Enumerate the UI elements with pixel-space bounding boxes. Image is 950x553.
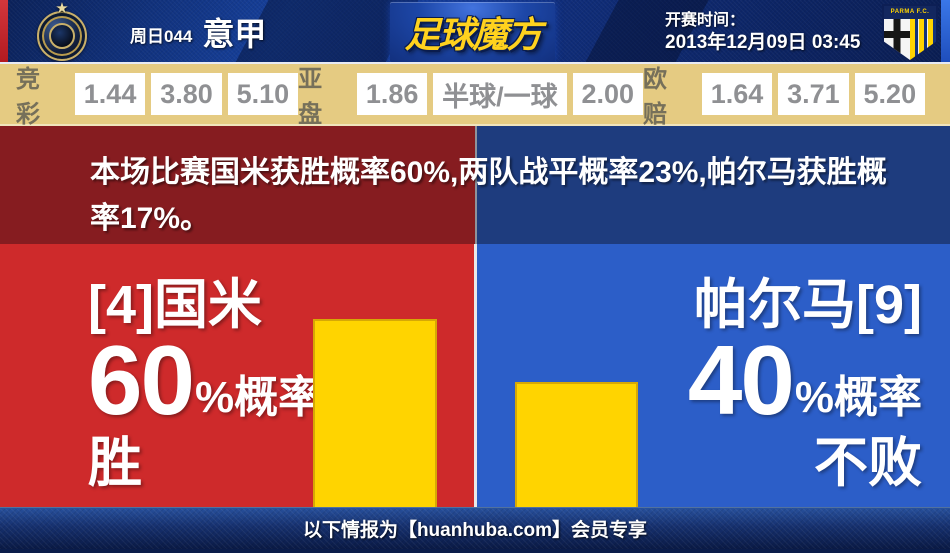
star-icon: ★: [55, 0, 69, 17]
parma-crest-body: PARMA F.C.: [884, 6, 936, 60]
away-percent-row: 40 %概率: [687, 325, 922, 435]
home-probability-block: [4]国米 60 %概率 胜: [88, 276, 322, 492]
match-identifier: 周日044 意甲: [130, 0, 267, 62]
footer-banner: 以下情报为【huanhuba.com】会员专享: [0, 507, 950, 549]
oupei-home-odds[interactable]: 1.64: [701, 73, 773, 115]
away-outcome-label: 不败: [814, 433, 922, 493]
away-team-name: 帕尔马[9]: [694, 275, 922, 335]
kickoff-label: 开赛时间：: [665, 12, 746, 29]
yapan-handicap[interactable]: 半球/一球: [433, 73, 567, 115]
away-probability-bar: [515, 382, 638, 507]
home-summary-background: [0, 126, 475, 244]
right-blue-edge: [941, 0, 950, 62]
home-probability-bar: [313, 319, 437, 507]
away-probability-block: 帕尔马[9] 40 %概率 不败: [688, 276, 922, 492]
parma-crest-text: PARMA F.C.: [884, 6, 936, 19]
panel-divider-top: [475, 126, 477, 244]
panel-divider-bottom: [474, 244, 477, 507]
inter-milan-crest-icon: ★: [33, 0, 91, 62]
jingcai-away-odds[interactable]: 5.10: [227, 73, 299, 115]
home-percent-row: 60 %概率: [88, 325, 323, 435]
match-header: ★ 周日044 意甲 足球魔方 开赛时间： 2013年12月09日 03:45 …: [0, 0, 950, 64]
parma-cross-field: [884, 19, 910, 60]
probability-panels: 本场比赛国米获胜概率60%,两队战平概率23%,帕尔马获胜概率17%。 [4]国…: [0, 126, 950, 507]
parma-stripes-field: [910, 19, 936, 60]
oupei-away-odds[interactable]: 5.20: [854, 73, 926, 115]
league-name: 意甲: [202, 16, 267, 52]
home-team-name: [4]国米: [88, 275, 262, 335]
member-exclusive-note: 以下情报为【huanhuba.com】会员专享: [302, 520, 648, 541]
odds-group-yapan: 亚盘 1.86 半球/一球 2.00: [298, 59, 643, 129]
parma-crest-fields: [884, 19, 936, 60]
away-percent-unit: %概率: [794, 373, 922, 422]
home-percent-value: 60: [88, 325, 195, 435]
site-logo: 足球魔方: [404, 14, 542, 55]
oupei-draw-odds[interactable]: 3.71: [778, 73, 849, 115]
odds-strip: 竞彩 1.44 3.80 5.10 亚盘 1.86 半球/一球 2.00 欧赔 …: [0, 64, 950, 128]
kickoff-info: 开赛时间： 2013年12月09日 03:45: [665, 10, 860, 54]
inter-crest-circle: [37, 11, 87, 61]
home-percent-unit: %概率: [195, 373, 323, 422]
away-percent-value: 40: [687, 325, 795, 435]
jingcai-draw-odds[interactable]: 3.80: [151, 73, 222, 115]
site-logo-panel: 足球魔方: [390, 2, 555, 62]
yapan-away-odds[interactable]: 2.00: [572, 73, 643, 115]
odds-group-oupei: 欧赔 1.64 3.71 5.20: [642, 59, 926, 129]
yapan-home-odds[interactable]: 1.86: [356, 73, 428, 115]
prediction-summary: 本场比赛国米获胜概率60%,两队战平概率23%,帕尔马获胜概率17%。: [90, 156, 887, 235]
kickoff-time: 2013年12月09日 03:45: [665, 32, 861, 53]
away-summary-background: [477, 126, 950, 244]
yapan-label: 亚盘: [298, 66, 323, 128]
oupei-label: 欧赔: [642, 66, 667, 128]
odds-group-jingcai: 竞彩 1.44 3.80 5.10: [16, 59, 299, 129]
jingcai-home-odds[interactable]: 1.44: [74, 73, 146, 115]
left-red-edge: [0, 0, 8, 62]
parma-crest-icon: PARMA F.C.: [882, 4, 938, 62]
home-outcome-label: 胜: [88, 433, 142, 493]
round-label: 周日044: [130, 26, 193, 46]
jingcai-label: 竞彩: [16, 66, 40, 128]
